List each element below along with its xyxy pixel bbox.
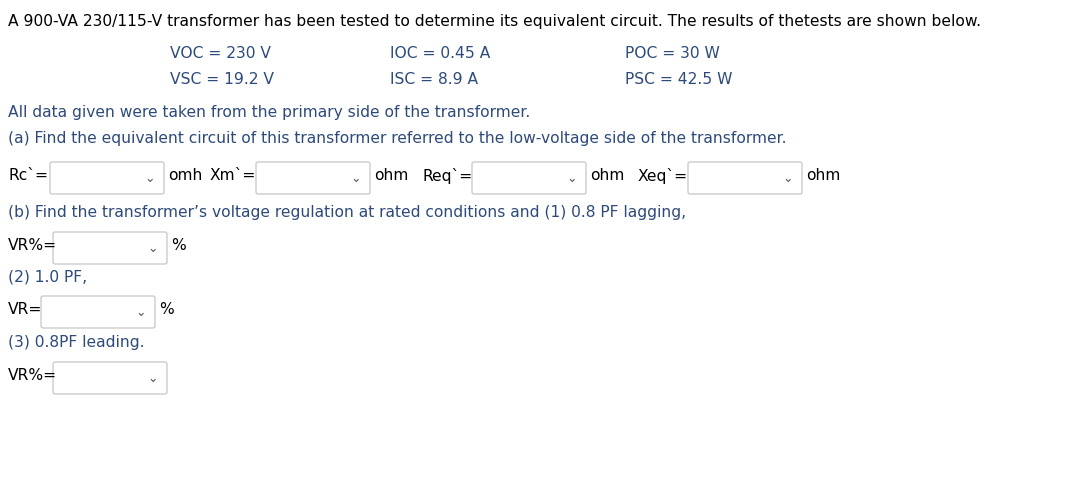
Text: ⌄: ⌄: [135, 305, 146, 319]
Text: Rc`=: Rc`=: [8, 168, 48, 183]
Text: VR=: VR=: [8, 302, 43, 317]
Text: ISC = 8.9 A: ISC = 8.9 A: [390, 72, 478, 87]
FancyBboxPatch shape: [41, 296, 155, 328]
FancyBboxPatch shape: [256, 162, 370, 194]
FancyBboxPatch shape: [50, 162, 164, 194]
Text: IOC = 0.45 A: IOC = 0.45 A: [390, 46, 490, 61]
Text: A 900-VA 230/115-V transformer has been tested to determine its equivalent circu: A 900-VA 230/115-V transformer has been …: [8, 14, 981, 29]
Text: VR%=: VR%=: [8, 368, 57, 383]
FancyBboxPatch shape: [688, 162, 802, 194]
Text: ohm: ohm: [373, 168, 408, 183]
Text: (3) 0.8PF leading.: (3) 0.8PF leading.: [8, 335, 144, 350]
Text: %: %: [171, 238, 186, 253]
FancyBboxPatch shape: [472, 162, 586, 194]
Text: Xm`=: Xm`=: [210, 168, 257, 183]
Text: ⌄: ⌄: [351, 171, 361, 184]
Text: VR%=: VR%=: [8, 238, 57, 253]
Text: All data given were taken from the primary side of the transformer.: All data given were taken from the prima…: [8, 105, 531, 120]
Text: Xeq`=: Xeq`=: [638, 168, 688, 184]
FancyBboxPatch shape: [54, 362, 167, 394]
Text: omh: omh: [168, 168, 202, 183]
Text: ⌄: ⌄: [147, 372, 158, 384]
Text: PSC = 42.5 W: PSC = 42.5 W: [625, 72, 733, 87]
Text: ⌄: ⌄: [145, 171, 155, 184]
Text: POC = 30 W: POC = 30 W: [625, 46, 720, 61]
Text: (b) Find the transformer’s voltage regulation at rated conditions and (1) 0.8 PF: (b) Find the transformer’s voltage regul…: [8, 205, 686, 220]
Text: %: %: [159, 302, 174, 317]
Text: (2) 1.0 PF,: (2) 1.0 PF,: [8, 270, 87, 285]
Text: ⌄: ⌄: [783, 171, 793, 184]
Text: ohm: ohm: [806, 168, 841, 183]
FancyBboxPatch shape: [54, 232, 167, 264]
Text: ohm: ohm: [590, 168, 625, 183]
Text: ⌄: ⌄: [147, 241, 158, 254]
Text: ⌄: ⌄: [567, 171, 578, 184]
Text: VSC = 19.2 V: VSC = 19.2 V: [170, 72, 274, 87]
Text: (a) Find the equivalent circuit of this transformer referred to the low-voltage : (a) Find the equivalent circuit of this …: [8, 131, 786, 146]
Text: VOC = 230 V: VOC = 230 V: [170, 46, 271, 61]
Text: Req`=: Req`=: [422, 168, 472, 184]
